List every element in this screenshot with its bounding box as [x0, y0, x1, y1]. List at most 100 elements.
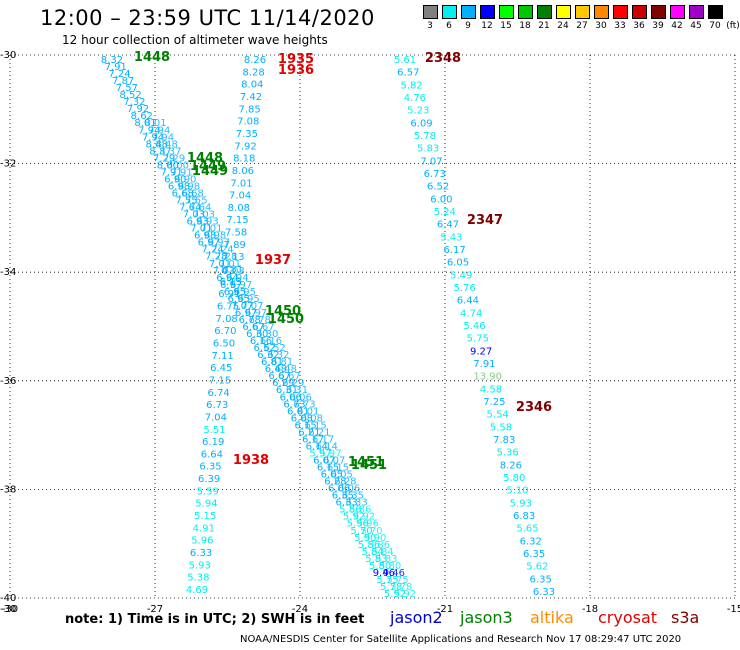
wave-height-value: 7.25 — [483, 397, 505, 408]
wave-height-value: 6.05 — [321, 470, 343, 481]
wave-height-value: 6.45 — [210, 363, 232, 374]
wave-height-value: 6.05 — [447, 258, 469, 269]
wave-height-value: 5.51 — [203, 425, 225, 436]
scale-box — [423, 5, 438, 19]
wave-height-value: 6.09 — [410, 118, 432, 129]
wave-height-value: 7.01 — [230, 178, 252, 189]
map-grid — [9, 54, 736, 599]
wave-height-value: 7.83 — [493, 435, 515, 446]
scale-box — [670, 5, 685, 19]
scale-box — [575, 5, 590, 19]
wave-height-value: 6.95 — [224, 287, 246, 298]
wave-height-value: 6.35 — [523, 549, 545, 560]
wave-height-value: 6.57 — [397, 68, 419, 79]
wave-height-value-overlap: 6.97 — [230, 280, 252, 291]
wave-height-value: 4.58 — [480, 384, 502, 395]
lon-tick-label: -24 — [292, 604, 308, 615]
wave-height-value: 5.54 — [487, 410, 509, 421]
wave-height-value-overlap: 6.90 — [174, 174, 196, 185]
wave-height-value: 6.67 — [242, 322, 264, 333]
wave-height-value-overlap: 6.98 — [178, 181, 200, 192]
wave-height-value: 6.67 — [268, 371, 290, 382]
wave-height-value: 6.14 — [306, 441, 328, 452]
wave-height-value: 6.70 — [214, 326, 236, 337]
scale-box — [689, 5, 704, 19]
wave-height-value: 7.94 — [142, 132, 164, 143]
wave-height-value: 6.98 — [194, 231, 216, 242]
pass-time-label: 1449 — [192, 164, 228, 179]
wave-height-value: 5.43 — [440, 232, 462, 243]
wave-height-value-overlap: 7.03 — [193, 210, 215, 221]
scale-label: 42 — [671, 21, 683, 31]
wave-height-value: 5.97 — [309, 448, 331, 459]
scale-box — [556, 5, 571, 19]
wave-height-value: 5.61 — [394, 55, 416, 66]
wave-height-value: 5.23 — [407, 106, 429, 117]
wave-height-value: 5.76 — [453, 283, 475, 294]
wave-height-value: 6.07 — [313, 456, 335, 467]
scale-box — [708, 5, 723, 19]
wave-height-value: 5.65 — [516, 524, 538, 535]
wave-height-value: 5.49 — [450, 270, 472, 281]
wave-height-value: 7.13 — [222, 252, 244, 263]
wave-height-value: 6.32 — [257, 350, 279, 361]
wave-height-value: 5.75 — [467, 334, 489, 345]
wave-height-value: 7.35 — [236, 129, 258, 140]
wave-height-value: 6.94 — [216, 273, 238, 284]
wave-height-value: 6.15 — [294, 420, 316, 431]
wave-height-value: 5.96 — [191, 536, 213, 547]
wave-height-value: 5.80 — [503, 473, 525, 484]
scale-label: 15 — [500, 21, 512, 31]
wave-height-value-overlap: 6.15 — [304, 420, 326, 431]
wave-height-value: 7.92 — [127, 104, 149, 115]
wave-height-value: 7.42 — [240, 92, 262, 103]
wave-height-value: 5.59 — [197, 486, 219, 497]
wave-height-value-overlap: 6.97 — [245, 308, 267, 319]
wave-height-value-overlap: 5.80 — [379, 561, 401, 572]
wave-height-value: 6.83 — [513, 511, 535, 522]
wave-height-value-overlap: 6.48 — [275, 364, 297, 375]
track-1: 8.327.917.247.877.578.527.327.928.628.01… — [101, 55, 416, 600]
wave-height-value: 5.36 — [496, 448, 518, 459]
wave-height-value: 5.93 — [510, 498, 532, 509]
wave-height-value-overlap: 6.98 — [204, 231, 226, 242]
wave-height-value: 7.29 — [153, 153, 175, 164]
wave-height-value: 7.01 — [209, 259, 231, 270]
wave-height-value-overlap: 6.35 — [342, 491, 364, 502]
pass-time-label: 1936 — [278, 63, 314, 78]
wave-height-value: 6.17 — [302, 434, 324, 445]
wave-height-value: 5.62 — [526, 562, 548, 573]
wave-height-value-overlap: 6.32 — [267, 350, 289, 361]
wave-height-value: 6.19 — [202, 437, 224, 448]
wave-height-value: 5.78 — [414, 131, 436, 142]
wave-height-value: 6.29 — [272, 378, 294, 389]
wave-height-value-overlap: 7.91 — [170, 167, 192, 178]
wave-height-value: 5.86 — [358, 540, 380, 551]
scale-label: 21 — [538, 21, 550, 31]
wave-height-value: 6.78 — [239, 315, 261, 326]
wave-height-value: 7.08 — [216, 314, 238, 325]
wave-height-value: 8.31 — [221, 265, 243, 276]
wave-height-value: 6.64 — [201, 449, 223, 460]
wave-height-value-overlap: 6.05 — [331, 470, 353, 481]
wave-height-value: 6.52 — [427, 182, 449, 193]
lon-tick-label: -18 — [582, 604, 598, 615]
wave-height-value: 6.08 — [291, 413, 313, 424]
legend-altika: altika — [530, 608, 574, 627]
lon-tick-label: -30 — [2, 604, 18, 615]
wave-height-value: 6.91 — [218, 289, 240, 300]
wave-height-value-overlap: 6.68 — [182, 189, 204, 200]
pass-time-label: 1448 — [187, 151, 223, 166]
axis-tick-labels: -30 -27 -24 -21 -18 -15-30-32-34-36-38-40-30 — [0, 50, 740, 615]
wave-height-value: 6.35 — [332, 491, 354, 502]
wave-height-value: 5.90 — [354, 533, 376, 544]
wave-height-value-overlap: 6.08 — [301, 413, 323, 424]
wave-height-value-overlap: 7.29 — [163, 153, 185, 164]
wave-height-value: 6.33 — [335, 498, 357, 509]
wave-height-value: 6.50 — [213, 338, 235, 349]
wave-height-value: 5.86 — [339, 505, 361, 516]
wave-height-value: 7.94 — [138, 125, 160, 136]
scale-label: 9 — [465, 21, 471, 31]
wave-height-value-overlap: 6.15 — [327, 463, 349, 474]
track-3: 5.61 6.575.82 4.76 5.236.09 5.78 5.837.07 6.73… — [394, 55, 555, 598]
